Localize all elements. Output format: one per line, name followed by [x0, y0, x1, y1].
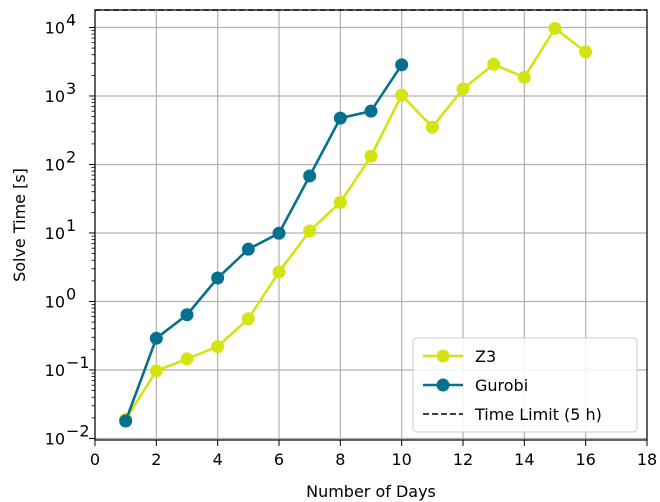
- data-point-z3: [395, 88, 409, 102]
- y-tick-label: 10: [45, 292, 65, 311]
- series-line-gurobi: [124, 64, 403, 422]
- data-point-gurobi: [364, 104, 378, 118]
- data-point-z3: [579, 45, 593, 59]
- y-tick-exponent: 3: [66, 79, 76, 98]
- legend-label: Gurobi: [475, 376, 528, 395]
- plot-frame: [94, 9, 648, 441]
- data-point-z3: [456, 82, 470, 96]
- data-point-z3: [241, 312, 255, 326]
- y-tick-label: 10: [45, 224, 65, 243]
- x-tick-label: 12: [453, 450, 473, 469]
- data-point-z3: [548, 21, 562, 35]
- grid: [94, 10, 648, 440]
- data-point-gurobi: [241, 242, 255, 256]
- x-tick-label: 0: [90, 450, 100, 469]
- y-tick-exponent: 0: [66, 284, 76, 303]
- data-point-z3: [425, 120, 439, 134]
- x-tick-label: 6: [274, 450, 284, 469]
- y-axis-label: Solve Time [s]: [10, 168, 29, 282]
- x-tick-label: 8: [335, 450, 345, 469]
- y-tick-label: 10: [45, 18, 65, 37]
- legend: Z3 Gurobi Time Limit (5 h): [412, 337, 638, 433]
- data-point-z3: [211, 340, 225, 354]
- y-tick-label: 10: [45, 361, 65, 380]
- data-point-z3: [364, 149, 378, 163]
- legend-swatch-marker: [436, 349, 450, 363]
- data-point-gurobi: [119, 414, 133, 428]
- legend-label: Time Limit (5 h): [474, 405, 602, 424]
- x-axis-ticks: 0 2 4 6 8 10 12 14 16 18: [90, 440, 657, 469]
- y-tick-label: 10: [45, 87, 65, 106]
- x-axis-label: Number of Days: [306, 482, 436, 501]
- data-point-gurobi: [303, 169, 317, 183]
- y-tick-label: 10: [45, 155, 65, 174]
- x-tick-label: 2: [151, 450, 161, 469]
- data-point-z3: [517, 70, 531, 84]
- legend-label: Z3: [475, 347, 496, 366]
- data-point-z3: [333, 195, 347, 209]
- x-tick-label: 10: [391, 450, 411, 469]
- data-point-gurobi: [211, 271, 225, 285]
- x-tick-label: 16: [575, 450, 595, 469]
- data-point-z3: [487, 57, 501, 71]
- data-point-z3: [272, 265, 286, 279]
- data-point-z3: [149, 364, 163, 378]
- data-point-z3: [303, 224, 317, 238]
- x-tick-label: 18: [637, 450, 657, 469]
- y-tick-exponent: −1: [66, 353, 90, 372]
- legend-swatch-marker: [436, 378, 450, 392]
- legend-box: [412, 337, 638, 433]
- y-tick-exponent: 2: [66, 147, 76, 166]
- data-point-z3: [180, 352, 194, 366]
- y-tick-exponent: 4: [66, 10, 76, 29]
- data-point-gurobi: [180, 308, 194, 322]
- data-point-gurobi: [333, 111, 347, 125]
- data-point-gurobi: [395, 58, 409, 72]
- series-layer: [119, 21, 593, 428]
- data-point-gurobi: [149, 331, 163, 345]
- series-line-z3: [124, 27, 587, 421]
- x-tick-label: 4: [213, 450, 223, 469]
- x-tick-label: 14: [514, 450, 534, 469]
- y-tick-exponent: −2: [66, 421, 90, 440]
- y-tick-exponent: 1: [66, 216, 76, 235]
- data-point-gurobi: [272, 226, 286, 240]
- y-tick-label: 10: [45, 429, 65, 448]
